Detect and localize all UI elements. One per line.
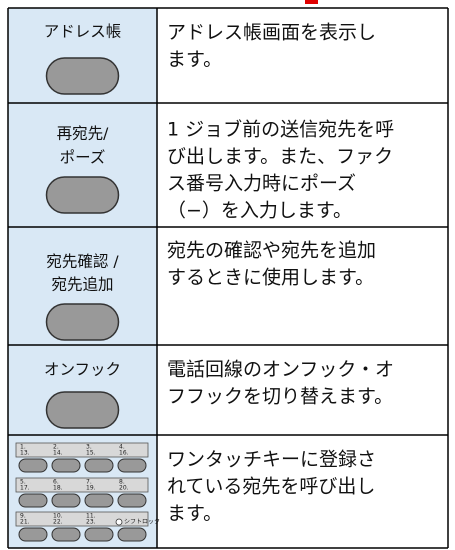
description: 電話回線のオンフック・オ — [167, 359, 394, 381]
keypad-strip — [15, 442, 149, 458]
key-number: 2. — [53, 444, 59, 451]
key — [51, 493, 81, 508]
key-number: 13. — [20, 450, 30, 457]
key-number: 17. — [20, 485, 30, 492]
key-number: 20. — [119, 485, 129, 492]
shift-lock-label: シフトロック — [124, 519, 160, 526]
key — [117, 527, 147, 542]
description: アドレス帳画面を表示し — [167, 22, 376, 44]
key-number: 14. — [53, 450, 63, 457]
description: 宛先の確認や宛先を追加 — [167, 240, 376, 262]
key-number: 22. — [53, 519, 63, 526]
key — [117, 458, 147, 473]
button — [45, 391, 120, 429]
key — [18, 493, 48, 508]
key-number: 3. — [86, 444, 92, 451]
button-label: 宛先確認 / — [46, 253, 119, 271]
key-number: 16. — [119, 450, 129, 457]
key — [18, 458, 48, 473]
description: （−）を入力します。 — [167, 200, 352, 222]
key — [84, 527, 114, 542]
red-mark — [305, 0, 318, 4]
button — [45, 303, 120, 341]
key-number: 11. — [86, 513, 96, 520]
key-number: 9. — [20, 513, 26, 520]
button — [45, 57, 120, 95]
button-label: アドレス帳 — [44, 23, 122, 41]
key — [51, 527, 81, 542]
description: するときに使用します。 — [167, 267, 374, 289]
key-number: 6. — [53, 479, 59, 486]
key-number: 1. — [20, 444, 26, 451]
description: ワンタッチキーに登録さ — [167, 449, 376, 471]
key-number: 15. — [86, 450, 96, 457]
key-number: 23. — [86, 519, 96, 526]
description: ます。 — [167, 503, 222, 525]
key-number: 21. — [20, 519, 30, 526]
description: び出します。また、ファク — [167, 146, 393, 168]
button — [45, 176, 120, 214]
key-number: 5. — [20, 479, 26, 486]
button-label: 再宛先/ — [57, 125, 110, 143]
button-label: 宛先追加 — [51, 276, 113, 294]
key — [117, 493, 147, 508]
key-number: 19. — [86, 485, 96, 492]
key-number: 18. — [53, 485, 63, 492]
key — [51, 458, 81, 473]
key-number: 10. — [53, 513, 63, 520]
key — [84, 458, 114, 473]
key-number: 7. — [86, 479, 92, 486]
shift-lock-icon — [115, 518, 123, 526]
description: れている宛先を呼び出し — [167, 476, 375, 498]
key-number: 8. — [119, 479, 125, 486]
description: 1 ジョブ前の送信宛先を呼 — [167, 118, 394, 141]
key-number: 4. — [119, 444, 125, 451]
description: ます。 — [167, 49, 222, 71]
description: フフックを切り替えます。 — [167, 386, 393, 408]
key — [84, 493, 114, 508]
button-label: ポーズ — [60, 149, 106, 167]
key — [18, 527, 48, 542]
keypad-strip — [15, 511, 149, 527]
keypad-strip — [15, 477, 149, 493]
button-label: オンフック — [44, 361, 121, 379]
description: ス番号入力時にポーズ — [167, 173, 356, 195]
